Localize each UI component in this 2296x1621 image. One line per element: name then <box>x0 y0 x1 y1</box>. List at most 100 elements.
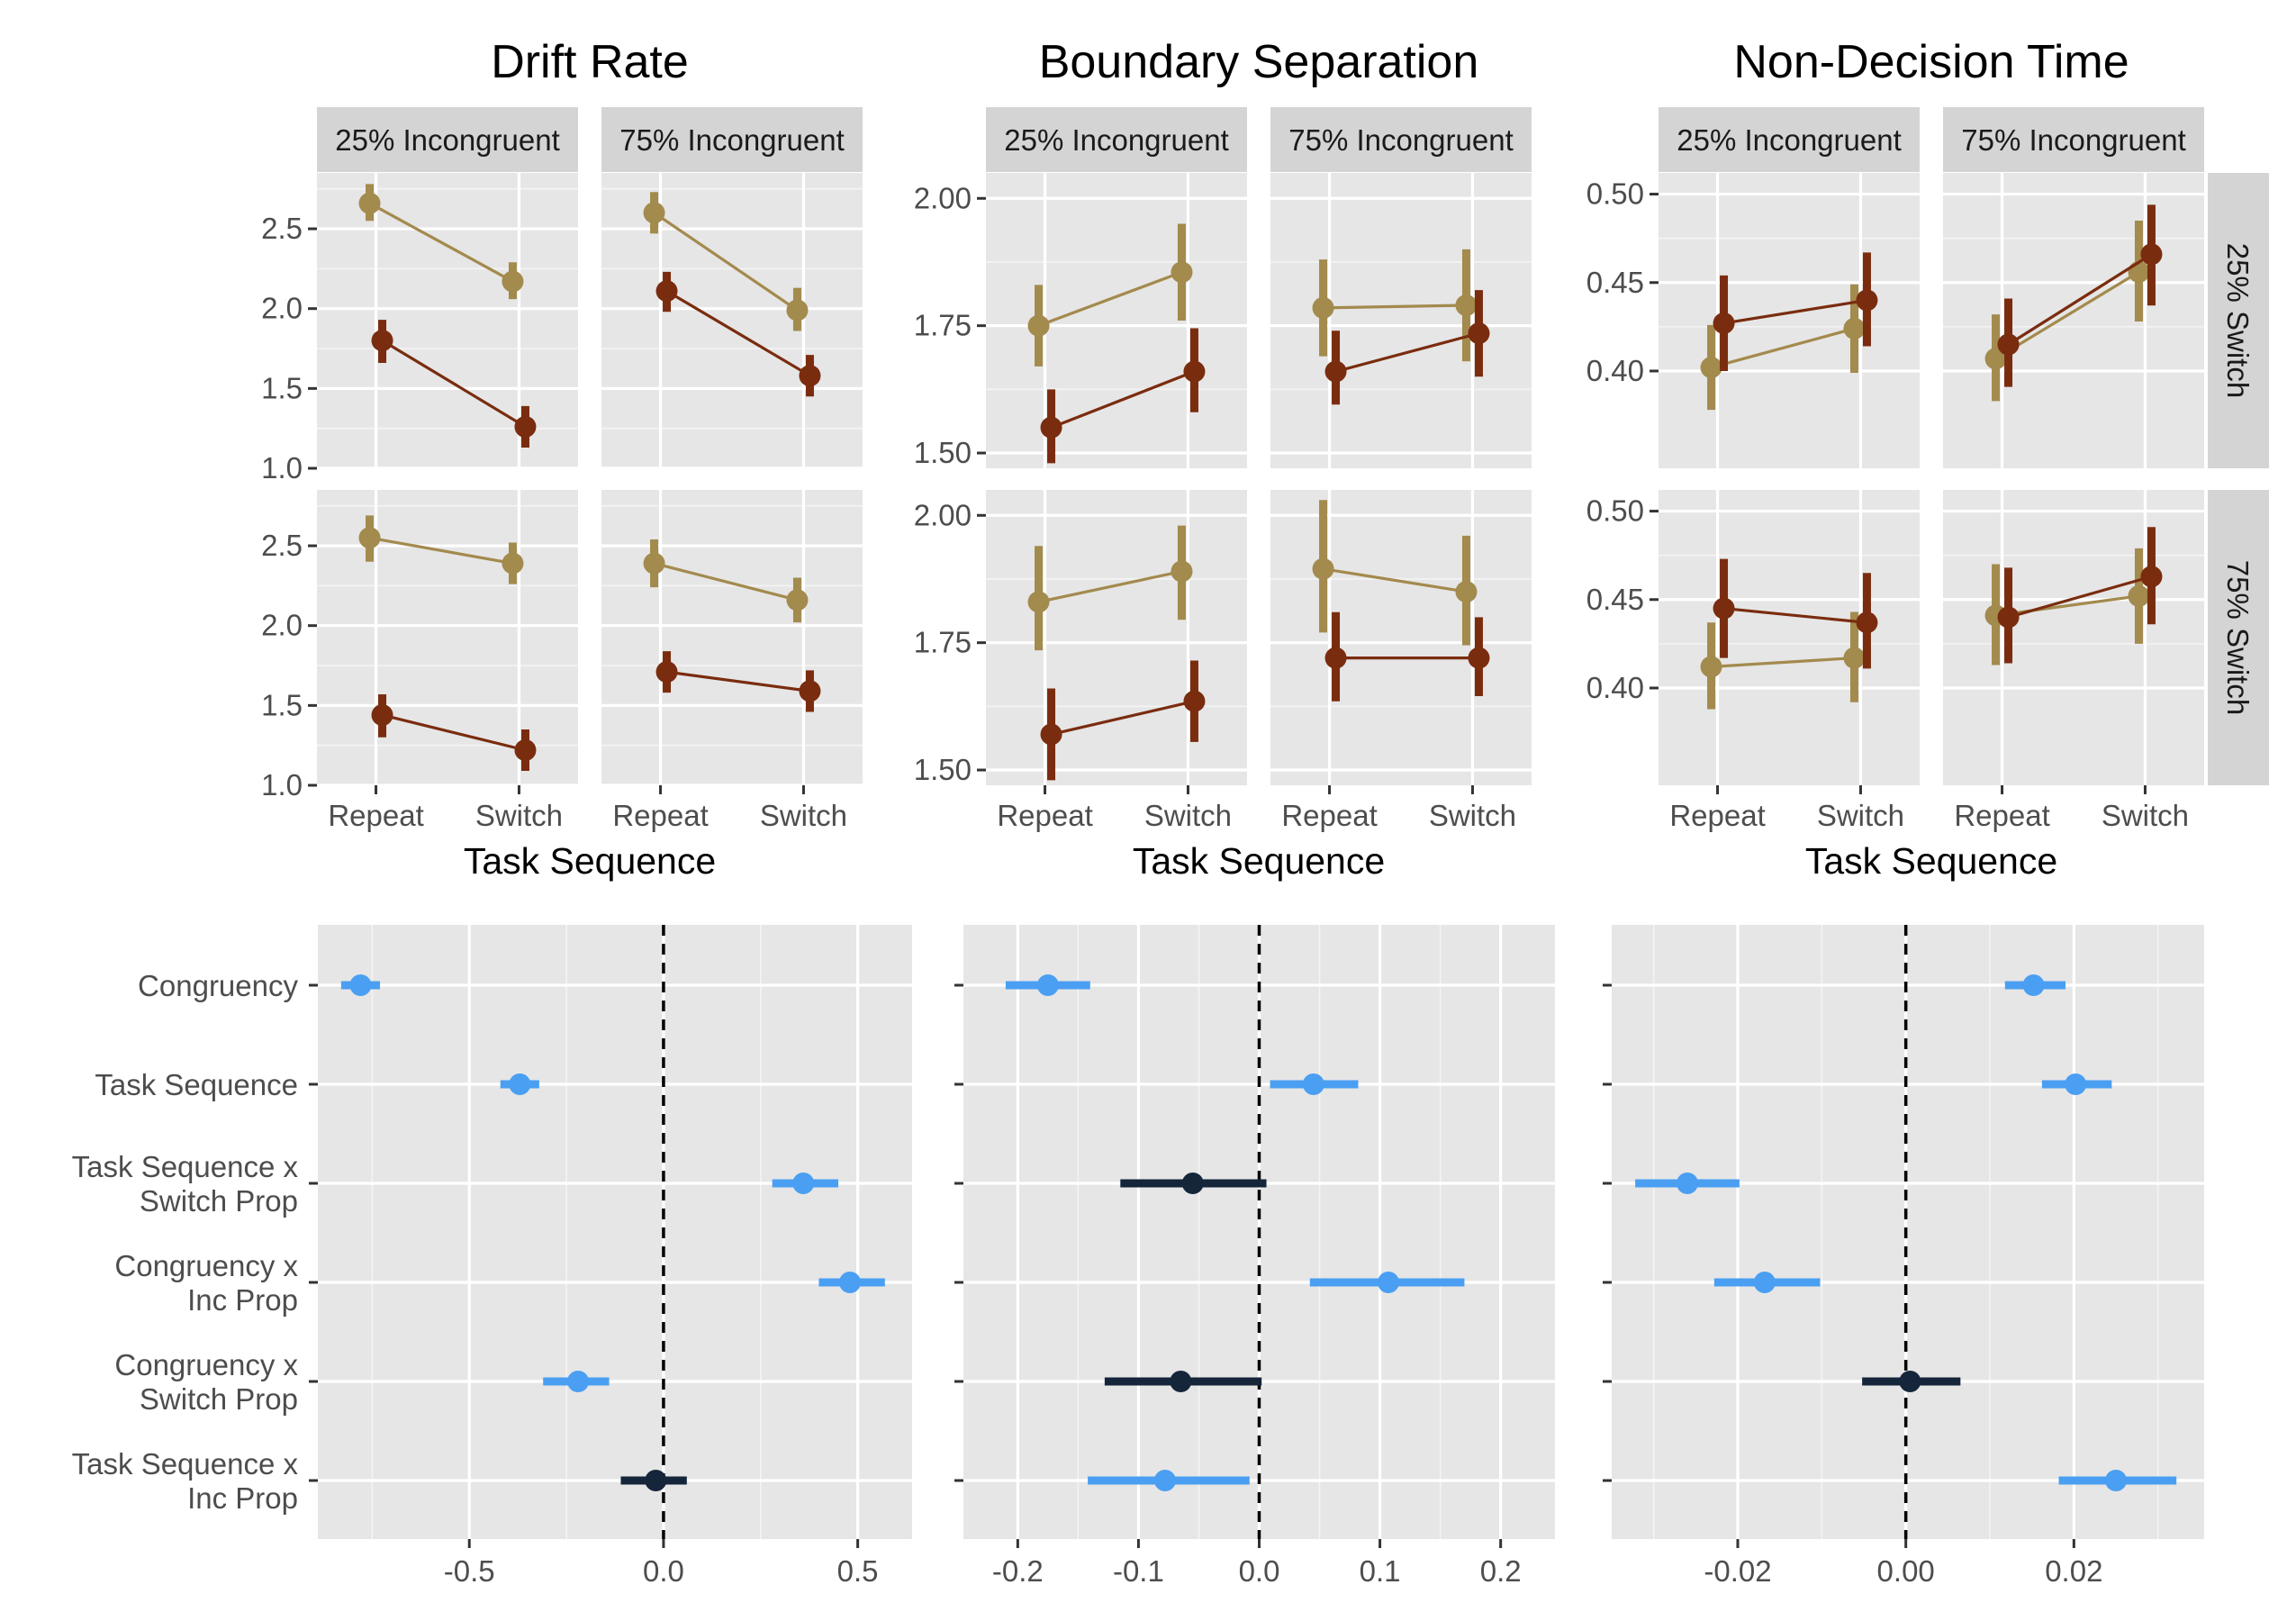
data-point <box>1468 647 1490 669</box>
x-tick-label: Repeat <box>1669 799 1765 832</box>
data-point <box>371 703 393 726</box>
x-tick-label: Repeat <box>612 799 708 832</box>
estimate-point <box>1377 1272 1399 1293</box>
series-line <box>382 713 526 752</box>
data-point <box>643 552 665 575</box>
facet-panel <box>1270 173 1532 468</box>
coefficient-chart-1: -0.5 0.0 0.5 Congruency Task Sequence Task Se… <box>72 925 912 1588</box>
y-tick-label: 2.00 <box>914 181 972 214</box>
panel-background <box>986 490 1247 785</box>
series-line <box>1711 327 1855 369</box>
x-tick-label: -0.1 <box>1113 1554 1164 1588</box>
column-strip-label: 25% Incongruent <box>335 123 560 157</box>
data-point <box>2128 584 2150 607</box>
y-tick-label: 1.75 <box>914 309 972 342</box>
data-point <box>1997 333 2020 356</box>
column-strip-label: 25% Incongruent <box>1004 123 1229 157</box>
x-tick-label: Switch <box>1144 799 1232 832</box>
x-tick-label: -0.2 <box>992 1554 1044 1588</box>
series-line <box>368 202 514 283</box>
estimate-point <box>645 1470 667 1491</box>
data-point <box>786 299 809 321</box>
data-point <box>1856 289 1878 312</box>
category-label-line: Congruency x <box>114 1249 298 1282</box>
column-strip-label: 75% Incongruent <box>1288 123 1514 157</box>
x-tick-label: Repeat <box>1954 799 2049 832</box>
x-tick-label: Switch <box>475 799 563 832</box>
y-tick-label: 0.50 <box>1586 494 1644 528</box>
panel-background <box>601 490 863 785</box>
category-label-line: Switch Prop <box>140 1382 298 1416</box>
y-tick-label: 1.75 <box>914 626 972 659</box>
series-line <box>1323 567 1467 593</box>
series-line <box>2007 252 2153 346</box>
y-tick-label: 2.0 <box>261 609 303 642</box>
estimate-point <box>2105 1470 2127 1491</box>
x-tick-label: -0.02 <box>1704 1554 1771 1588</box>
y-tick-label: 0.45 <box>1586 266 1644 299</box>
data-point <box>1171 560 1193 583</box>
y-tick-label: 2.5 <box>261 212 303 245</box>
data-point <box>502 552 524 575</box>
x-tick-label: Switch <box>1817 799 1904 832</box>
x-tick-label: 0.2 <box>1480 1554 1522 1588</box>
estimate-point <box>792 1173 815 1194</box>
chart-title: Drift Rate <box>491 36 689 88</box>
facet-panel <box>317 490 578 787</box>
series-line <box>1037 270 1183 328</box>
column-strip <box>986 107 1247 172</box>
data-point <box>786 589 809 611</box>
x-tick-label: 0.0 <box>1239 1554 1280 1588</box>
row-strip <box>2208 173 2269 468</box>
category-label: Task Sequence <box>95 1068 298 1101</box>
x-tick-label: Switch <box>760 799 847 832</box>
y-tick-label: 2.0 <box>261 292 303 325</box>
data-point <box>799 365 821 387</box>
x-tick-label: 0.5 <box>837 1554 879 1588</box>
series-line <box>653 212 799 312</box>
category-label-line: Task Sequence x <box>72 1150 299 1183</box>
facet-panel <box>1943 490 2204 785</box>
data-point <box>1040 416 1062 439</box>
data-point <box>655 661 678 684</box>
column-strip <box>601 107 863 172</box>
series-line <box>1995 594 2139 618</box>
x-tick-label: -0.5 <box>444 1554 495 1588</box>
y-tick-label: 2.5 <box>261 529 303 562</box>
series-line <box>666 670 810 693</box>
data-point <box>799 680 821 702</box>
data-point <box>1312 557 1334 580</box>
facet-panel <box>1270 490 1532 785</box>
panel-background <box>1943 490 2204 785</box>
y-tick-label: 1.0 <box>261 451 303 484</box>
data-point <box>1027 314 1050 337</box>
data-point <box>1183 690 1206 712</box>
series-line <box>369 536 513 566</box>
data-point <box>358 192 381 214</box>
estimate-point <box>1036 974 1059 996</box>
series-line <box>1335 331 1479 374</box>
facet-panel <box>1943 173 2204 468</box>
data-point <box>1713 312 1735 334</box>
column-strip-label: 75% Incongruent <box>1961 123 2186 157</box>
data-point <box>358 527 381 549</box>
facet-panel <box>986 490 1247 785</box>
y-tick-label: 1.0 <box>261 768 303 801</box>
facet-chart-1: Drift Rate 25% Incongruent 75% Incongruent… <box>261 36 863 882</box>
panel-background <box>317 490 578 785</box>
panel-background <box>1943 173 2204 468</box>
facet-panel <box>601 173 863 470</box>
panel-background <box>1612 925 2204 1539</box>
estimate-point <box>1170 1371 1192 1392</box>
x-tick-label: 0.02 <box>2045 1554 2102 1588</box>
x-axis-title: Task Sequence <box>1805 840 2057 882</box>
data-point <box>1700 656 1722 678</box>
data-point <box>1843 317 1866 340</box>
x-tick-label: Repeat <box>328 799 423 832</box>
data-point <box>1843 647 1866 669</box>
facet-panel <box>601 490 863 787</box>
estimate-point <box>1753 1272 1776 1293</box>
series-line <box>1723 298 1867 325</box>
data-point <box>1183 360 1206 383</box>
facet-panel <box>1659 490 1920 785</box>
